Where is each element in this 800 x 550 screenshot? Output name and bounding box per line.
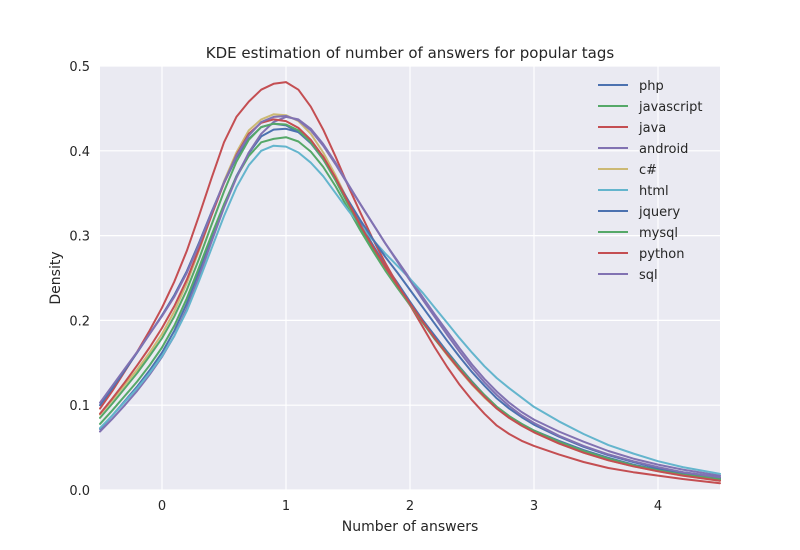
- x-tick-label: 2: [406, 499, 414, 514]
- y-tick-label: 0.4: [69, 145, 90, 160]
- legend-label-php: php: [639, 79, 664, 94]
- x-tick-label: 3: [530, 499, 538, 514]
- y-tick-label: 0.0: [69, 484, 90, 499]
- y-tick-label: 0.3: [69, 230, 90, 245]
- legend-label-html: html: [639, 184, 669, 199]
- x-tick-label: 4: [654, 499, 662, 514]
- series-line-python: [99, 118, 721, 482]
- legend-label-java: java: [638, 121, 666, 136]
- legend-label-android: android: [639, 142, 688, 157]
- legend-label-javascript: javascript: [638, 100, 702, 115]
- legend-label-python: python: [639, 247, 684, 262]
- chart-title: KDE estimation of number of answers for …: [206, 44, 615, 62]
- y-tick-labels: 0.0 0.1 0.2 0.3 0.4 0.5: [69, 60, 90, 499]
- legend: php javascript java android c# html jquery mysq…: [598, 79, 702, 283]
- series-line-sql: [99, 115, 721, 479]
- legend-label-mysql: mysql: [639, 226, 678, 241]
- y-tick-label: 0.2: [69, 314, 90, 329]
- x-tick-labels: 0 1 2 3 4: [158, 499, 662, 514]
- legend-label-jquery: jquery: [638, 205, 680, 220]
- x-tick-label: 0: [158, 499, 166, 514]
- x-axis-label: Number of answers: [342, 519, 479, 535]
- legend-label-sql: sql: [639, 268, 658, 283]
- y-axis-label: Density: [48, 251, 64, 304]
- x-tick-label: 1: [282, 499, 290, 514]
- legend-label-csharp: c#: [639, 163, 657, 178]
- y-tick-label: 0.5: [69, 60, 90, 75]
- series-line-java: [99, 81, 721, 485]
- series-lines: [99, 81, 721, 485]
- y-tick-label: 0.1: [69, 399, 90, 414]
